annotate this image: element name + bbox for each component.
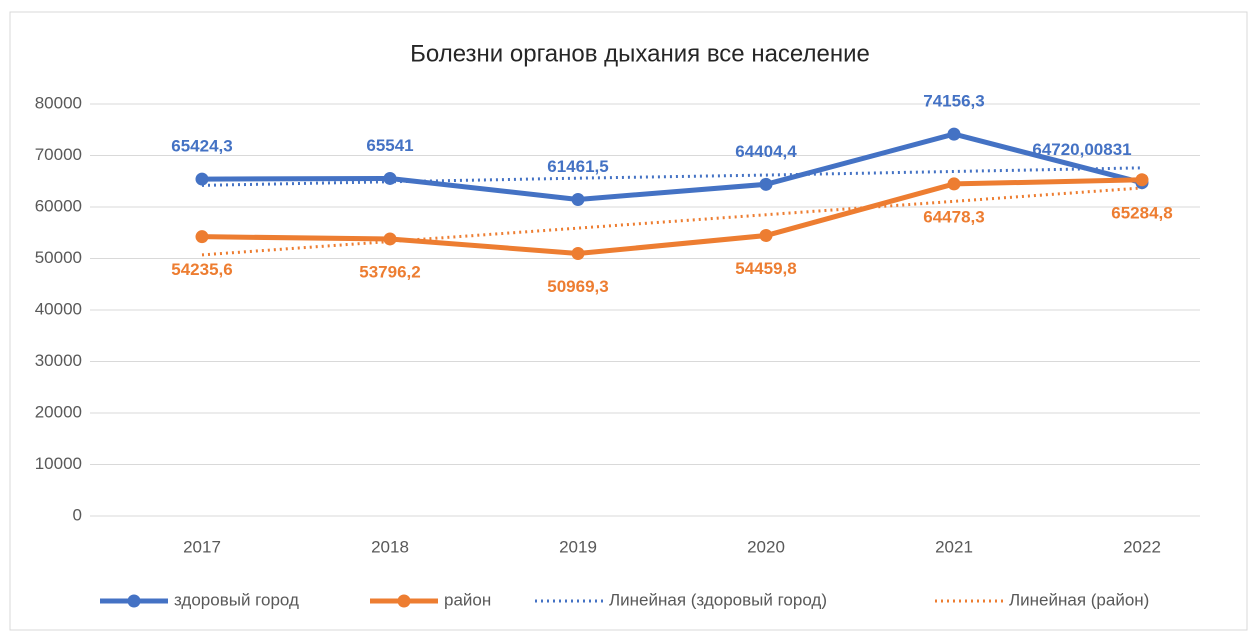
- y-tick-label: 0: [73, 505, 82, 524]
- data-point: [759, 177, 773, 191]
- series-line: [201, 131, 1143, 202]
- data-point: [1135, 173, 1149, 187]
- x-tick-label: 2017: [183, 537, 221, 556]
- data-point: [571, 247, 585, 261]
- trend-line: [201, 166, 1143, 187]
- chart-title: Болезни органов дыхания все население: [410, 40, 870, 67]
- data-label: 65541: [366, 136, 413, 155]
- y-tick-label: 50000: [35, 248, 82, 267]
- y-tick-label: 40000: [35, 299, 82, 318]
- data-label: 64720,00831: [1032, 140, 1131, 159]
- data-point: [195, 172, 209, 186]
- y-tick-label: 80000: [35, 93, 82, 112]
- x-tick-label: 2022: [1123, 537, 1161, 556]
- x-tick-label: 2019: [559, 537, 597, 556]
- data-label: 64404,4: [735, 142, 797, 161]
- legend-label: Линейная (район): [1009, 590, 1149, 609]
- data-label: 61461,5: [547, 157, 608, 176]
- data-point: [947, 177, 961, 191]
- y-tick-label: 60000: [35, 196, 82, 215]
- data-point: [759, 229, 773, 243]
- data-label: 54459,8: [735, 259, 796, 278]
- data-label: 50969,3: [547, 277, 608, 296]
- x-tick-label: 2020: [747, 537, 785, 556]
- x-tick-label: 2021: [935, 537, 973, 556]
- data-label: 74156,3: [923, 92, 984, 111]
- legend-marker: [127, 594, 141, 608]
- y-tick-label: 20000: [35, 402, 82, 421]
- y-tick-label: 30000: [35, 351, 82, 370]
- chart-frame: [9, 11, 1248, 631]
- y-tick-label: 10000: [35, 454, 82, 473]
- data-point: [383, 171, 397, 185]
- data-label: 53796,2: [359, 262, 420, 281]
- x-tick-label: 2018: [371, 537, 409, 556]
- y-tick-label: 70000: [35, 145, 82, 164]
- data-label: 65424,3: [171, 137, 232, 156]
- legend-label: Линейная (здоровый город): [609, 590, 827, 609]
- trend-line: [201, 186, 1143, 257]
- legend-label: район: [444, 590, 491, 609]
- legend-marker: [397, 594, 411, 608]
- data-point: [195, 230, 209, 244]
- legend-label: здоровый город: [174, 590, 299, 609]
- series-line: [201, 177, 1143, 257]
- data-label: 64478,3: [923, 207, 984, 226]
- data-label: 65284,8: [1111, 203, 1172, 222]
- data-point: [947, 127, 961, 141]
- data-point: [571, 192, 585, 206]
- data-point: [383, 232, 397, 246]
- data-label: 54235,6: [171, 260, 232, 279]
